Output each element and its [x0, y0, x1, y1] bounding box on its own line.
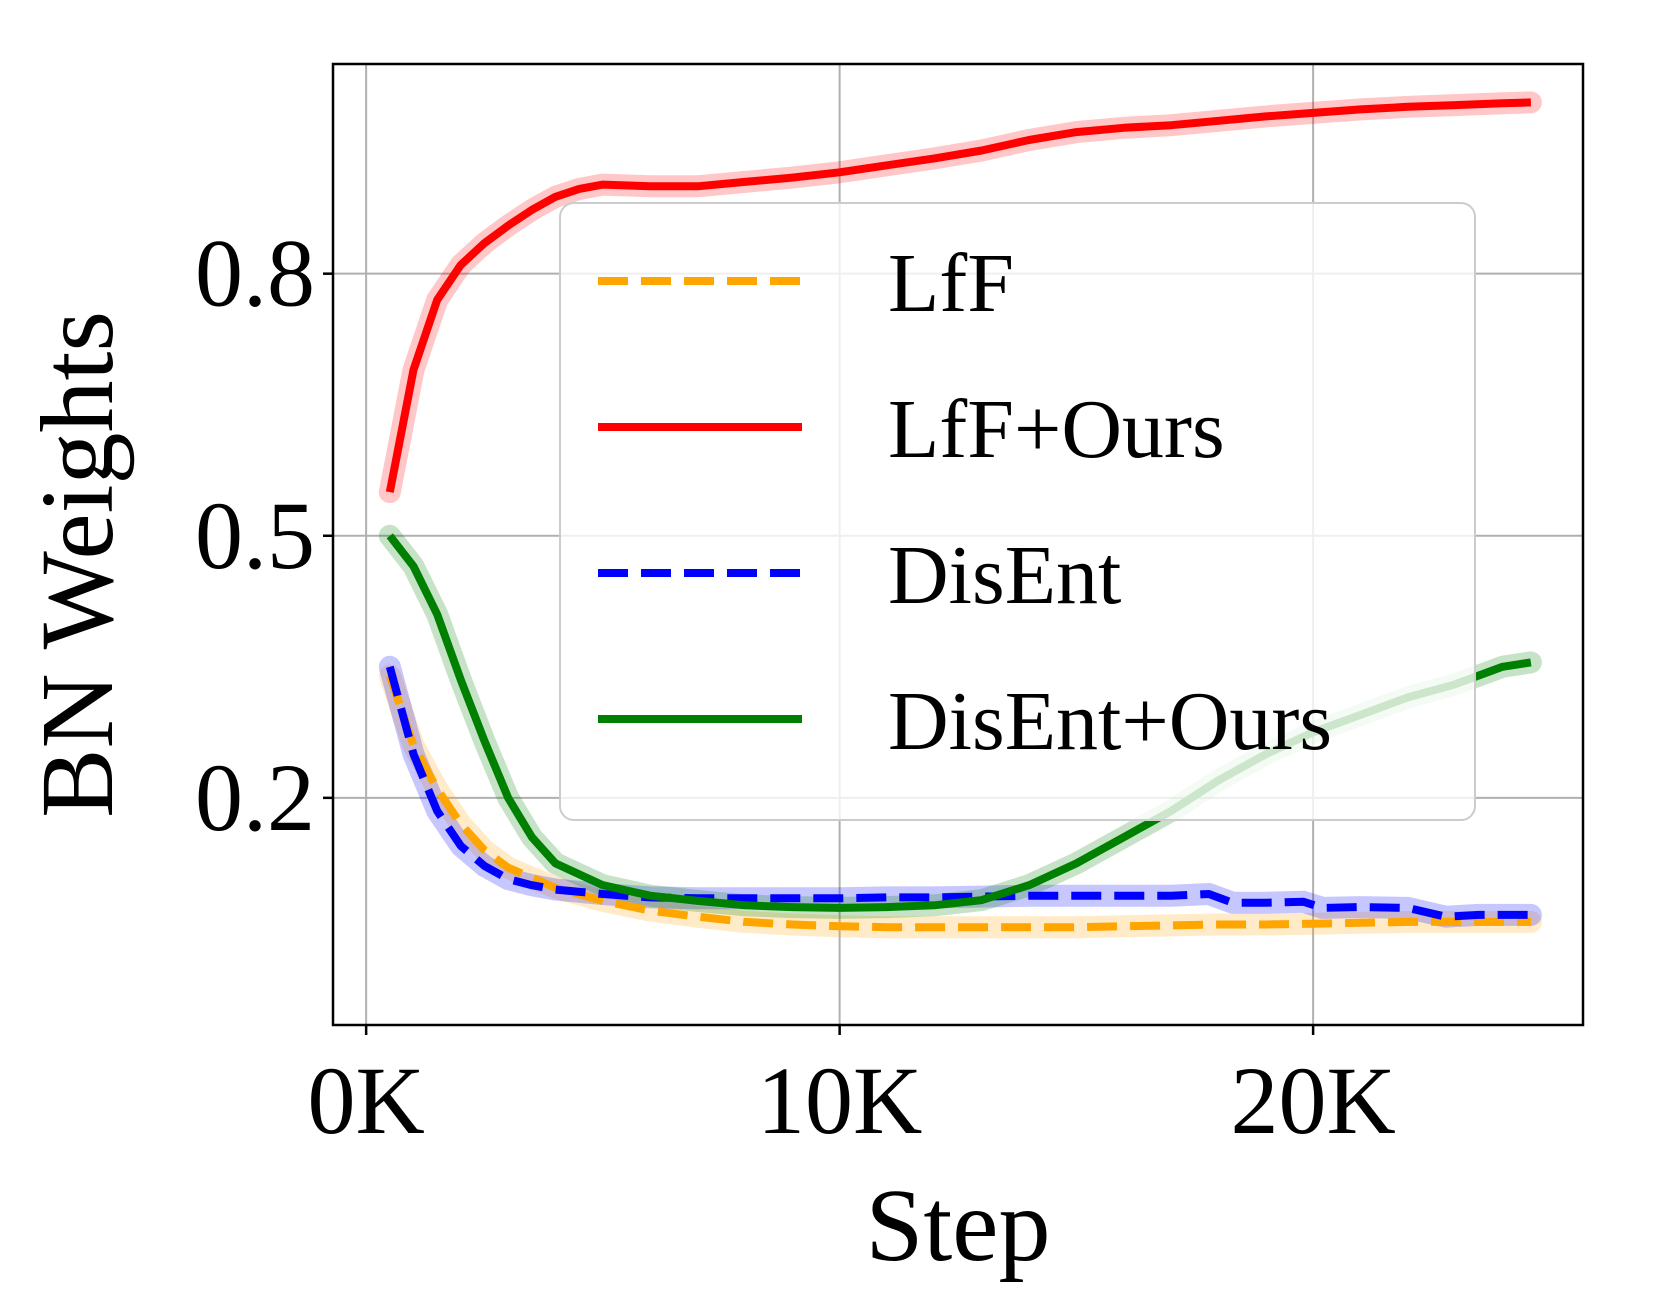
legend: LfF LfF+Ours DisEnt DisEnt+Ours: [559, 202, 1476, 821]
y-tick-label: 0.8: [195, 220, 315, 327]
x-tick-label: 0K: [307, 1047, 424, 1154]
series-band-disent: [378, 655, 1542, 928]
x-axis-label: Step: [866, 1168, 1051, 1283]
x-tick-label: 10K: [757, 1047, 922, 1154]
y-tick-label: 0.5: [195, 482, 315, 589]
plot-frame: [331, 62, 1585, 1027]
y-axis-label: BN Weights: [20, 311, 135, 818]
legend-label-disent: DisEnt: [888, 529, 1121, 622]
series-line-lff-plus-ours: [385, 98, 1532, 493]
legend-label-lff: LfF: [888, 237, 1014, 330]
legend-box: [559, 202, 1476, 821]
y-tick-label: 0.2: [195, 744, 315, 851]
series-line-lff: [386, 674, 1531, 932]
x-tick-label: 20K: [1230, 1047, 1395, 1154]
legend-label-lff-plus-ours: LfF+Ours: [888, 383, 1225, 476]
legend-label-disent-plus-ours: DisEnt+Ours: [888, 675, 1332, 768]
axis-ticks: 0K 10K 20K 0.2 0.5 0.8: [195, 220, 1396, 1154]
